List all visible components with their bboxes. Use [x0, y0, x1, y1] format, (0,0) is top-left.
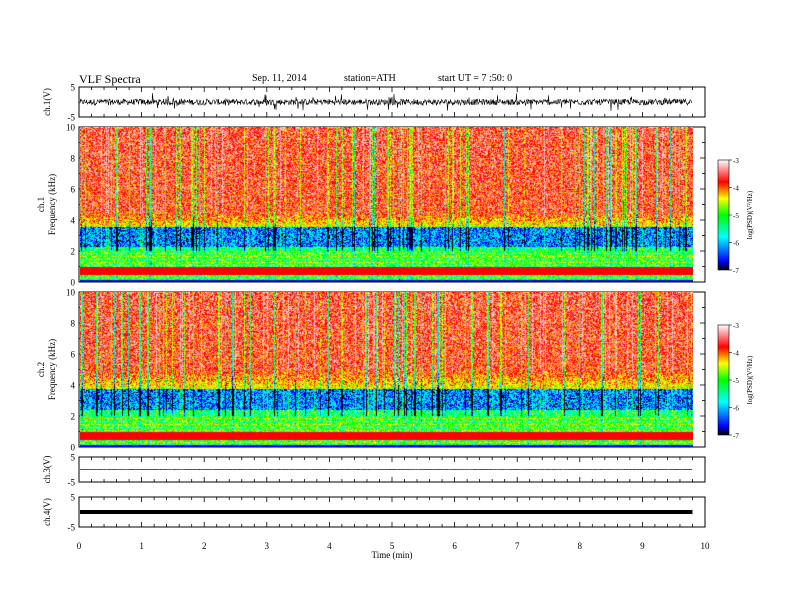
y-tick-label: 8: [71, 319, 76, 329]
y-tick-label: 5: [71, 493, 76, 503]
y-tick-label: 0: [71, 443, 76, 453]
x-tick-label: 1: [139, 541, 144, 551]
y-tick-label: 0: [71, 278, 76, 288]
colorbar-tick-label: -3: [733, 322, 739, 330]
colorbar-tick-label: -6: [733, 405, 739, 413]
x-tick-label: 9: [640, 541, 645, 551]
x-tick-label: 5: [390, 541, 395, 551]
y-axis-label: Frequency (kHz): [47, 174, 57, 235]
date-label: Sep. 11, 2014: [252, 73, 307, 84]
colorbar-label: log(PSD)(V²/Hz): [746, 190, 754, 239]
y-axis-label: ch.1: [36, 197, 46, 212]
colorbar-label: log(PSD)(V²/Hz): [746, 355, 754, 404]
x-tick-label: 6: [452, 541, 457, 551]
y-tick-label: 6: [71, 185, 76, 195]
x-tick-label: 2: [202, 541, 207, 551]
colorbar-tick-label: -7: [733, 267, 739, 275]
y-axis-label: ch.4(V): [42, 498, 52, 526]
x-tick-label: 8: [578, 541, 583, 551]
y-tick-label: -5: [68, 478, 76, 488]
station-label: station=ATH: [344, 73, 396, 84]
y-tick-label: 2: [71, 247, 76, 257]
y-tick-label: 2: [71, 412, 76, 422]
colorbar-tick-label: -4: [733, 185, 739, 193]
colorbar: [717, 159, 730, 271]
waveform-line-1: [79, 93, 693, 111]
waveform-line-4: [79, 468, 693, 471]
ch2-spectrogram-image: [80, 292, 693, 447]
y-tick-label: -5: [68, 523, 76, 533]
y-axis-label: Frequency (kHz): [47, 339, 57, 400]
y-axis-label: ch.3(V): [42, 456, 52, 484]
y-axis-label: ch.1(V): [42, 88, 52, 116]
colorbar-tick-label: -6: [733, 240, 739, 248]
y-tick-label: 4: [71, 216, 76, 226]
x-tick-label: 4: [327, 541, 332, 551]
y-tick-label: 8: [71, 154, 76, 164]
colorbar-tick-label: -3: [733, 157, 739, 165]
y-tick-label: 4: [71, 381, 76, 391]
y-axis-label: ch.2: [36, 362, 46, 377]
colorbar-tick-label: -4: [733, 350, 739, 358]
y-tick-label: 6: [71, 350, 76, 360]
x-tick-label: 3: [265, 541, 270, 551]
ch4-waveform: [80, 510, 693, 514]
x-axis-label: Time (min): [372, 550, 413, 560]
colorbar-tick-label: -5: [733, 377, 739, 385]
colorbar: [717, 324, 730, 436]
x-tick-label: 10: [701, 541, 711, 551]
y-tick-label: 10: [66, 123, 76, 133]
y-tick-label: 5: [71, 453, 76, 463]
y-tick-label: 5: [71, 83, 76, 93]
chart-title: VLF Spectra: [79, 72, 141, 86]
x-tick-label: 0: [77, 541, 82, 551]
colorbar-tick-label: -5: [733, 212, 739, 220]
ch1-spectrogram-image: [80, 127, 693, 282]
x-tick-label: 7: [515, 541, 520, 551]
y-tick-label: -5: [68, 113, 76, 123]
y-tick-label: 10: [66, 288, 76, 298]
start-time-label: start UT = 7 :50: 0: [438, 73, 513, 84]
colorbar-tick-label: -7: [733, 432, 739, 440]
